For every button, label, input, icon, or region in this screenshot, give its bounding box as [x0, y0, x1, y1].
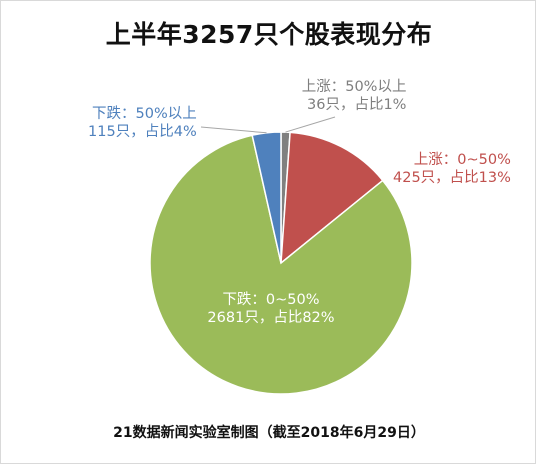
slice-up-0-50	[280, 131, 384, 265]
chart-title: 上半年3257只个股表现分布	[105, 20, 433, 49]
slice-label-down-50-plus: 下跌：50%以上 115只，占比4%	[86, 105, 197, 141]
slice-label-detail: 2681只，占比82%	[207, 310, 335, 326]
footer-source-note: 21数据新闻实验室制图（截至2018年6月29日）	[113, 425, 425, 441]
slice-down-0-50	[149, 134, 413, 395]
leader-line-up-50-plus	[285, 116, 336, 133]
leader-line-down-50-plus	[200, 126, 267, 134]
slice-label-up-0-50: 上涨：0~50% 425只，占比13%	[393, 151, 511, 187]
slice-label-down-0-50: 下跌：0~50% 2681只，占比82%	[197, 291, 345, 327]
leader-lines	[200, 116, 336, 134]
slice-label-title: 下跌：50%以上	[92, 106, 197, 122]
slice-label-detail: 115只，占比4%	[88, 124, 197, 140]
slice-label-detail: 36只，占比1%	[307, 97, 407, 113]
slice-label-up-50-plus: 上涨：50%以上 36只，占比1%	[288, 78, 407, 114]
slice-label-title: 上涨：50%以上	[301, 79, 407, 95]
slice-label-detail: 425只，占比13%	[393, 170, 511, 186]
pie-slices	[149, 131, 413, 395]
slice-label-title: 下跌：0~50%	[222, 292, 320, 308]
slice-label-title: 上涨：0~50%	[413, 152, 511, 168]
